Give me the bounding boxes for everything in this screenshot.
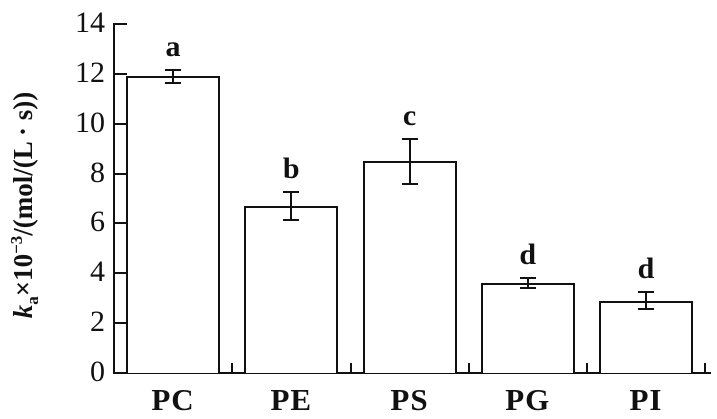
significance-letter-PE: b	[282, 152, 300, 186]
y-tick-label-0: 0	[90, 355, 105, 388]
y-axis	[113, 23, 115, 374]
error-bar-cap-bottom-PI	[638, 308, 654, 311]
y-tick-12	[115, 72, 127, 75]
y-axis-label-symbol: k	[7, 304, 38, 319]
bar-PI	[599, 300, 693, 373]
error-bar-PG	[526, 278, 529, 289]
y-axis-label-multiplier: ×10	[7, 253, 38, 297]
y-tick-10	[115, 122, 127, 125]
y-tick-label-10: 10	[75, 105, 105, 139]
y-tick-label-14: 14	[75, 6, 105, 39]
y-tick-label-8: 8	[90, 155, 105, 189]
error-bar-cap-bottom-PE	[283, 218, 300, 221]
significance-letter-PI: d	[637, 251, 655, 285]
significance-letter-PS: c	[402, 98, 417, 132]
error-bar-cap-top-PG	[519, 277, 536, 280]
y-tick-14	[115, 23, 127, 25]
bar-PG	[480, 283, 575, 373]
y-tick-label-4: 4	[90, 255, 105, 289]
y-tick-4	[115, 272, 127, 275]
y-axis-label-exponent: −3	[6, 235, 26, 254]
y-axis-label-subscript: a	[23, 296, 43, 305]
error-bar-PI	[645, 291, 647, 310]
x-category-label-PC: PC	[151, 382, 195, 417]
error-bar-cap-bottom-PS	[401, 182, 418, 185]
significance-letter-PC: a	[165, 30, 181, 64]
y-axis-label-units: /(mol/(L · s))	[7, 91, 38, 236]
y-tick-2	[115, 322, 127, 325]
y-tick-label-12: 12	[75, 55, 105, 89]
x-tick-boundary-5	[704, 363, 707, 372]
x-category-label-PS: PS	[390, 382, 429, 417]
y-tick-6	[115, 222, 127, 225]
error-bar-cap-top-PI	[638, 290, 654, 293]
x-axis	[113, 372, 711, 374]
error-bar-cap-top-PE	[283, 191, 300, 194]
bar-PE	[244, 205, 339, 373]
x-tick-boundary-1	[231, 363, 234, 372]
y-tick-label-6: 6	[90, 205, 105, 239]
significance-letter-PG: d	[519, 238, 537, 272]
x-category-label-PG: PG	[505, 382, 551, 417]
error-bar-PE	[290, 192, 293, 220]
x-tick-boundary-4	[586, 363, 588, 372]
bar-PC	[126, 76, 220, 373]
x-tick-boundary-3	[467, 363, 470, 372]
x-category-label-PE: PE	[270, 382, 313, 417]
error-bar-PS	[408, 138, 411, 184]
error-bar-cap-top-PC	[165, 69, 181, 72]
x-tick-boundary-2	[349, 363, 352, 372]
error-bar-cap-bottom-PC	[165, 81, 181, 84]
x-category-label-PI: PI	[629, 382, 663, 417]
y-tick-8	[115, 172, 127, 175]
error-bar-cap-bottom-PG	[519, 287, 536, 290]
y-tick-label-2: 2	[90, 305, 105, 339]
error-bar-cap-top-PS	[401, 137, 418, 140]
error-bar-PC	[172, 70, 174, 83]
bar-PS	[362, 161, 457, 373]
